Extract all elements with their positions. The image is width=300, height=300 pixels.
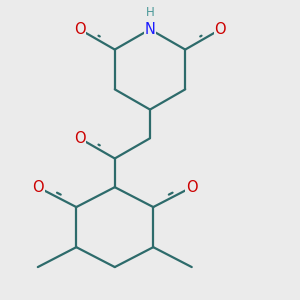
Text: O: O <box>32 180 44 195</box>
Text: O: O <box>186 180 198 195</box>
Text: O: O <box>74 131 85 146</box>
Text: O: O <box>214 22 226 37</box>
Text: O: O <box>74 22 85 37</box>
Text: N: N <box>145 22 155 37</box>
Text: H: H <box>146 6 154 19</box>
